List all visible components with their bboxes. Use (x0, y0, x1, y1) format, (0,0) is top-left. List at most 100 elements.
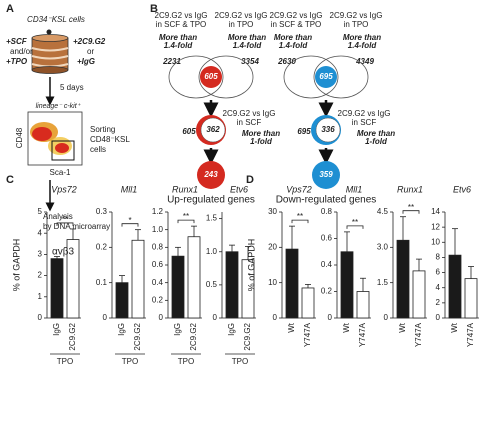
significance: * (128, 216, 131, 225)
filter-label: 2C9.G2 vs IgG (223, 109, 276, 118)
y-tick-label: 1.5 (206, 214, 218, 223)
threshold: More than (343, 33, 381, 42)
significance: ** (408, 203, 414, 212)
y-tick-label: 4.5 (377, 207, 389, 216)
y-tick-label: 0.2 (152, 295, 164, 304)
x-tick-label: Y747A (358, 322, 367, 347)
y-tick-label: 0.4 (321, 260, 333, 269)
x-tick-label: 2C9.G2 (133, 322, 142, 350)
significance: ** (297, 212, 303, 221)
bar (171, 255, 185, 319)
y-tick-label: 0 (436, 313, 441, 322)
y-tick-label: 0 (213, 313, 218, 322)
y-tick-label: 0 (103, 313, 108, 322)
caption: Up-regulated genes (167, 195, 255, 206)
sorting: cells (90, 145, 106, 154)
x-tick-label: IgG (227, 323, 236, 336)
y-tick-label: 4 (38, 228, 43, 237)
panel-label: B (150, 3, 158, 15)
threshold: 1.4-fold (348, 41, 378, 50)
venn-set (198, 55, 254, 99)
condition: and/or (10, 47, 33, 56)
venn-overlap (200, 66, 222, 88)
significance: ** (352, 218, 358, 227)
x-tick-label: Y747A (466, 322, 475, 347)
y-tick-label: 20 (268, 242, 277, 251)
y-tick-label: 4 (436, 283, 441, 292)
set-label: in TPO (344, 20, 369, 29)
threshold: 1.4-fold (233, 41, 263, 50)
condition: +IgG (77, 57, 95, 66)
y-tick-label: 14 (431, 207, 440, 216)
count: 4349 (355, 57, 374, 66)
y-tick-label: 0.5 (206, 280, 218, 289)
analysis: by DNA microarray (43, 222, 110, 231)
y-tick-label: 0 (38, 313, 43, 322)
y-tick-label: 6 (436, 268, 441, 277)
x-tick-label: IgG (52, 323, 61, 336)
venn-overlap (315, 66, 337, 88)
y-tick-label: 0.1 (96, 278, 108, 287)
y-tick-label: 1.0 (206, 247, 218, 256)
filter-label: in SCF (237, 118, 262, 127)
gate-label: lineage⁻ c-kit⁺ (36, 103, 82, 110)
significance-bracket (56, 222, 74, 226)
condition: or (87, 47, 94, 56)
bar (187, 236, 201, 319)
y-tick-label: 0.3 (96, 207, 108, 216)
significance-bracket (121, 223, 139, 227)
filter-threshold: 1-fold (365, 137, 388, 146)
y-tick-label: 3 (38, 250, 43, 259)
x-tick-label: Wt (398, 322, 407, 333)
set-label: 2C9.G2 vs IgG (215, 11, 268, 20)
y-tick-label: 0.2 (321, 287, 333, 296)
group-label: TPO (232, 357, 248, 366)
set-label: 2C9.G2 vs IgG (270, 11, 323, 20)
y-tick-label: 0.2 (96, 242, 108, 251)
y-tick-label: 2 (38, 271, 43, 280)
kept-count: 336 (321, 125, 335, 134)
condition: +SCF (6, 37, 28, 46)
bar (225, 251, 239, 319)
threshold: 1.4-fold (279, 41, 309, 50)
significance-bracket (177, 219, 195, 224)
set-label: in TPO (229, 20, 254, 29)
y-tick-label: 1.0 (152, 225, 164, 234)
bar (115, 282, 129, 319)
chart-title: Etv6 (230, 184, 248, 194)
bar (340, 251, 354, 319)
input-count: 605 (182, 127, 196, 136)
condition: +TPO (6, 57, 28, 66)
significance-bracket (346, 225, 364, 229)
chart-title: Runx1 (172, 184, 198, 194)
venn-set (168, 55, 224, 99)
threshold: More than (274, 33, 312, 42)
chart-title: Mll1 (346, 184, 363, 194)
y-tick-label: 10 (431, 237, 440, 246)
x-tick-label: Wt (450, 322, 459, 333)
y-tick-label: 30 (268, 207, 277, 216)
analysis: Analysis (43, 212, 73, 221)
set-label: 2C9.G2 vs IgG (330, 11, 383, 20)
y-tick-label: 0.4 (152, 278, 164, 287)
significance: ** (183, 212, 189, 221)
bar (464, 278, 478, 319)
chart-title: Vps72 (286, 184, 312, 194)
condition: +2C9.G2 (73, 37, 106, 46)
filter-threshold: More than (242, 129, 280, 138)
x-tick-label: 2C9.G2 (68, 322, 77, 350)
cells-label: CD34⁻KSL cells (27, 15, 85, 24)
threshold: More than (228, 33, 266, 42)
y-tick-label: 12 (431, 222, 440, 231)
chart-title: Etv6 (453, 184, 471, 194)
filter-label: 2C9.G2 vs IgG (338, 109, 391, 118)
y-tick-label: 1.2 (152, 207, 164, 216)
y-tick-label: 10 (268, 278, 277, 287)
threshold: 1.4-fold (164, 41, 194, 50)
x-tick-label: 2C9.G2 (189, 322, 198, 350)
set-label: in SCF & TPO (156, 20, 207, 29)
bar (285, 248, 299, 319)
sorting: Sorting (90, 125, 115, 134)
group-label: TPO (57, 357, 73, 366)
